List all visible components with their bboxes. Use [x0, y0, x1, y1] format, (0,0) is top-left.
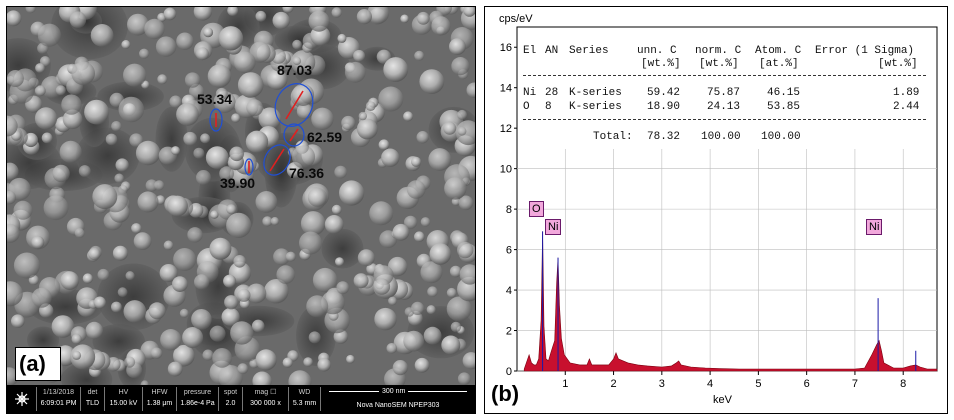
- x-tick-label: 8: [900, 378, 906, 390]
- peak-label-ni-l: Ni: [545, 219, 562, 235]
- sem-micrograph-image: [7, 7, 475, 385]
- x-tick-label: 3: [659, 378, 665, 390]
- y-tick-label: 12: [500, 123, 512, 135]
- x-axis-label: keV: [713, 394, 733, 406]
- y-tick-label: 10: [500, 164, 512, 176]
- info-pressure: pressure 1.86e-4 Pa: [177, 387, 219, 411]
- measurement-label-53: 53.34: [197, 91, 233, 107]
- x-tick-label: 2: [610, 378, 616, 390]
- panel-b-letter: (b): [491, 381, 520, 406]
- table-divider: [523, 75, 926, 76]
- particle-texture: [7, 7, 475, 385]
- measurement-label-76: 76.36: [289, 165, 325, 181]
- panel-a-letter: (a): [19, 351, 46, 376]
- fei-logo-icon: [14, 392, 29, 406]
- instrument-name: Nova NanoSEM NPEP303: [356, 402, 440, 409]
- x-tick-label: 1: [562, 378, 568, 390]
- y-tick-label: 14: [500, 83, 512, 95]
- info-working-distance: WD 5.3 mm: [289, 387, 321, 411]
- plot-frame: [516, 26, 938, 372]
- y-tick-label: 16: [500, 42, 512, 54]
- y-tick-label: 0: [506, 366, 512, 378]
- measurement-label-87: 87.03: [277, 62, 313, 78]
- table-total-row: Total: 78.32 100.00 100.00: [593, 131, 801, 143]
- info-hfw: HFW 1.38 μm: [143, 387, 177, 411]
- spectrum-area: [523, 231, 938, 372]
- measurement-label-39: 39.90: [220, 175, 256, 191]
- table-row: O 8 K-series 18.90 24.13 53.85 2.44: [523, 101, 920, 113]
- info-spot: spot 2.0: [219, 387, 243, 411]
- y-tick-label: 4: [506, 285, 512, 297]
- sem-micrograph-panel: 87.03 53.34 62.59 76.36 39.90 (a) 1/13/2…: [6, 6, 476, 414]
- x-tick-label: 4: [707, 378, 713, 390]
- y-tick-label: 2: [506, 326, 512, 338]
- y-tick-label: 8: [506, 204, 512, 216]
- y-axis-ticks: 0 2 4 6 8 10 12 14 16: [500, 42, 517, 378]
- table-unit-row: [wt.%] [wt.%] [at.%] [wt.%]: [641, 58, 918, 70]
- fei-logo-cell: [7, 387, 37, 411]
- y-tick-label: 6: [506, 245, 512, 257]
- info-magnification: mag ☐ 300 000 x: [243, 387, 289, 411]
- table-divider: [523, 119, 926, 120]
- grid-lines: [517, 149, 937, 372]
- x-axis-ticks: 1 2 3 4 5 6 7 8: [562, 371, 906, 390]
- panel-a-label-box: (a): [15, 347, 61, 381]
- x-tick-label: 5: [755, 378, 761, 390]
- y-axis-unit: cps/eV: [499, 13, 533, 25]
- measurement-label-62: 62.59: [307, 129, 343, 145]
- sem-info-bar: 1/13/2018 6:09:01 PM det TLD HV 15.00 kV HF…: [7, 385, 475, 413]
- x-tick-label: 6: [804, 378, 810, 390]
- x-tick-label: 7: [852, 378, 858, 390]
- info-date: 1/13/2018 6:09:01 PM: [37, 387, 81, 411]
- peak-label-ni-k: Ni: [866, 219, 883, 235]
- info-detector: det TLD: [81, 387, 105, 411]
- table-row: Ni 28 K-series 59.42 75.87 46.15 1.89: [523, 87, 920, 99]
- peak-label-o: O: [529, 201, 544, 217]
- scalebar-label: 300 nm: [379, 387, 409, 396]
- table-header-row: El AN Series unn. C norm. C Atom. C Erro…: [523, 45, 915, 57]
- peak-lines: [542, 231, 917, 371]
- info-voltage: HV 15.00 kV: [105, 387, 143, 411]
- scalebar-cell: 300 nm Nova NanoSEM NPEP303: [321, 387, 475, 411]
- measurement-markers: [209, 83, 314, 176]
